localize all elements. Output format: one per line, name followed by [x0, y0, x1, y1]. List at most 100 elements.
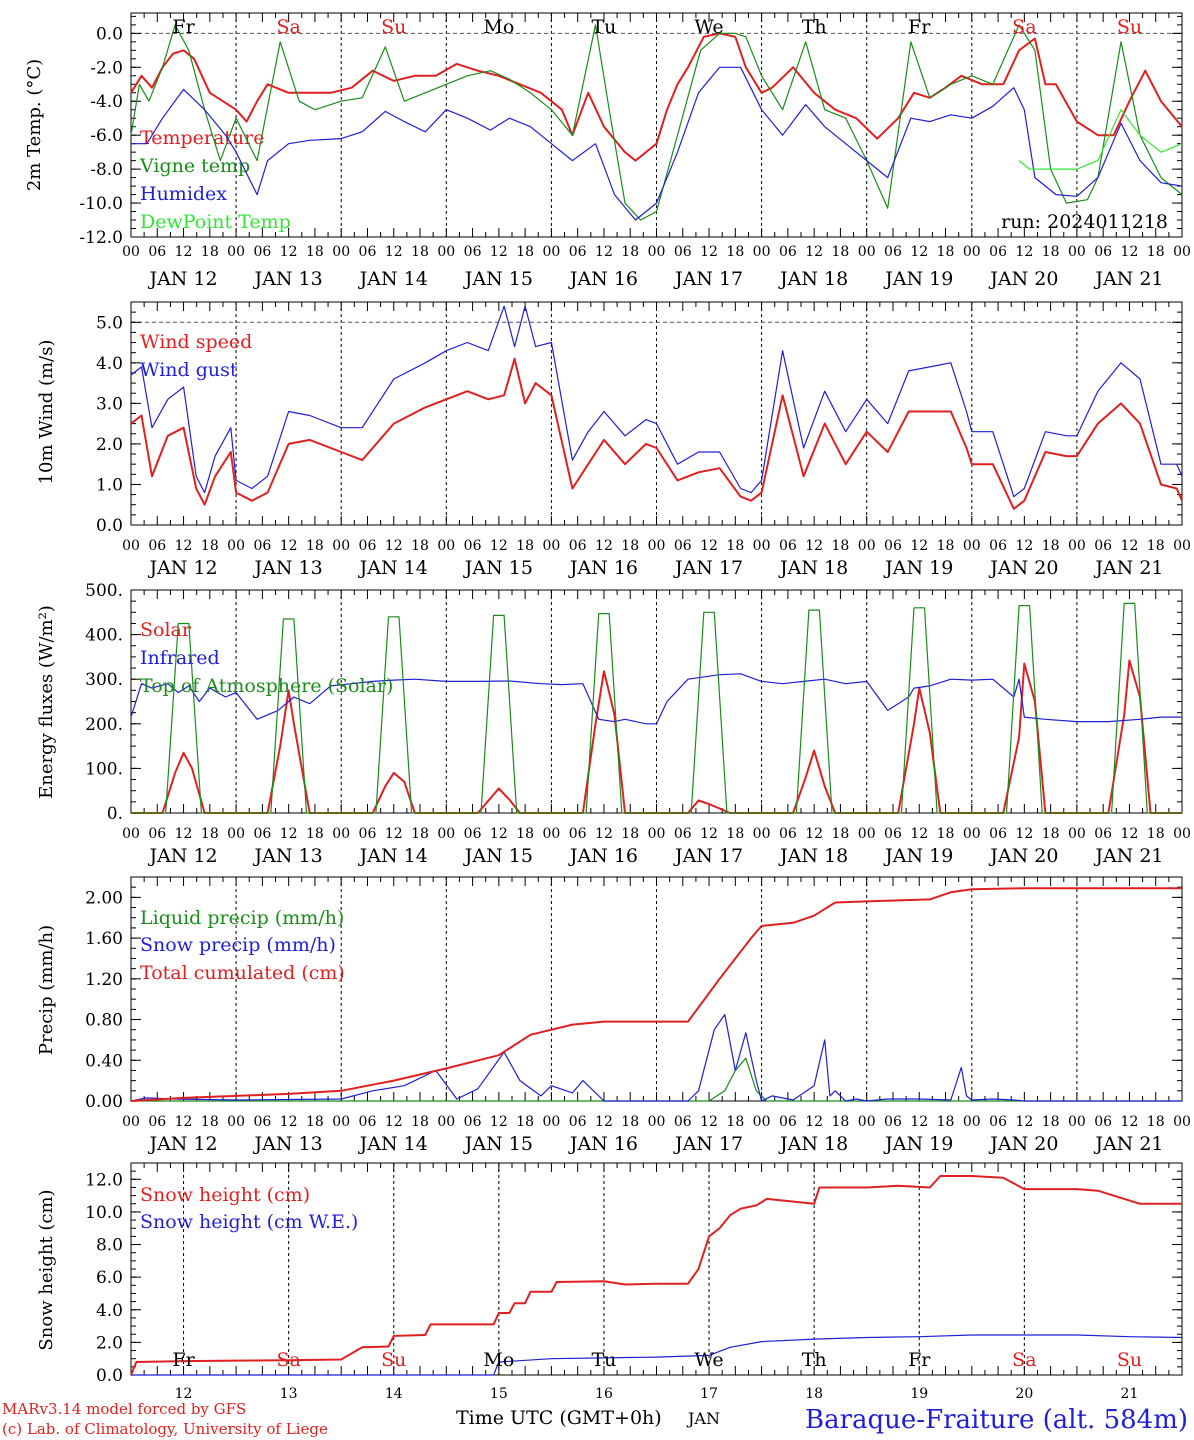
hour-label: 12: [910, 538, 928, 554]
hour-label: 06: [1094, 826, 1112, 842]
bottom-day-number: 15: [490, 1386, 508, 1402]
hour-label: 18: [621, 244, 639, 260]
panel-2: 0.0 1.0 2.0 3.0 4.0 5.0 10m Wind (m/s) 00 06 12 18…: [36, 301, 1191, 579]
day-label: JAN 20: [988, 845, 1058, 867]
day-label: JAN 17: [673, 845, 743, 867]
y-axis-label: Precip (mm/h): [36, 925, 57, 1055]
legend-entry: Solar: [140, 619, 192, 641]
series-line-wind-gust: [130, 305, 1183, 498]
hour-label: 00: [1068, 244, 1086, 260]
weekday-label: Mo: [483, 16, 514, 38]
day-label: JAN 17: [673, 557, 743, 579]
hour-label: 00: [753, 826, 771, 842]
weekday-label: Mo: [483, 1349, 514, 1371]
weekday-label: Sa: [276, 16, 300, 38]
legend-entry: Temperature: [140, 127, 264, 149]
panel-3: 0. 100. 200. 300. 400. 500. Energy fluxes (W/m…: [36, 581, 1191, 867]
hour-label: 18: [726, 244, 744, 260]
weekday-label: Fr: [908, 16, 931, 38]
hour-label: 06: [359, 244, 377, 260]
y-tick-label: 2.0: [96, 1333, 123, 1353]
weekday-label: Su: [381, 16, 406, 38]
series-line-snow-height-cm-w-e-: [131, 1334, 1183, 1376]
day-label: JAN 14: [358, 268, 428, 290]
hour-label: 00: [332, 826, 350, 842]
hour-label: 18: [1042, 538, 1060, 554]
hour-label: 18: [516, 538, 534, 554]
day-label: JAN 18: [778, 557, 848, 579]
hour-label: 18: [937, 538, 955, 554]
bottom-day-number: 19: [910, 1386, 928, 1402]
hour-label: 18: [937, 826, 955, 842]
hour-label: 12: [1015, 1114, 1033, 1130]
legend-entry: Snow height (cm): [140, 1184, 310, 1206]
day-label: JAN 20: [988, 1133, 1058, 1155]
hour-label: 06: [359, 538, 377, 554]
hour-label: 00: [753, 244, 771, 260]
hour-label: 18: [726, 1114, 744, 1130]
hour-label: 00: [437, 538, 455, 554]
day-label: JAN 17: [673, 268, 743, 290]
hour-label: 18: [201, 1114, 219, 1130]
day-label: JAN 13: [253, 557, 323, 579]
y-tick-label: 8.0: [96, 1236, 123, 1256]
bottom-day-number: 17: [700, 1386, 718, 1402]
hour-label: 00: [1068, 538, 1086, 554]
y-tick-label: 400.: [85, 626, 123, 646]
day-label: JAN 12: [147, 845, 217, 867]
hour-label: 18: [621, 538, 639, 554]
hour-label: 12: [280, 826, 298, 842]
hour-label: 18: [516, 244, 534, 260]
hour-label: 00: [332, 538, 350, 554]
hour-label: 06: [884, 1114, 902, 1130]
hour-label: 00: [542, 244, 560, 260]
hour-label: 12: [280, 538, 298, 554]
y-tick-label: 0.80: [85, 1011, 123, 1031]
legend-entry: Liquid precip (mm/h): [140, 907, 344, 929]
hour-label: 00: [858, 826, 876, 842]
y-tick-label: 5.0: [96, 313, 123, 333]
legend-entry: Vigne temp: [139, 155, 250, 177]
day-label: JAN 19: [883, 845, 953, 867]
y-tick-label: -10.0: [79, 194, 123, 214]
hour-label: 18: [832, 1114, 850, 1130]
hour-label: 18: [832, 244, 850, 260]
bottom-day-number: 18: [805, 1386, 823, 1402]
hour-label: 00: [648, 826, 666, 842]
hour-label: 00: [1068, 1114, 1086, 1130]
hour-label: 12: [595, 826, 613, 842]
hour-label: 18: [937, 244, 955, 260]
bottom-day-number: 20: [1015, 1386, 1033, 1402]
legend-entry: Snow height (cm W.E.): [140, 1211, 358, 1233]
hour-label: 18: [621, 826, 639, 842]
hour-label: 12: [385, 538, 403, 554]
y-tick-label: 2.00: [85, 888, 123, 908]
hour-label: 12: [175, 826, 193, 842]
hour-label: 06: [148, 1114, 166, 1130]
hour-label: 12: [595, 538, 613, 554]
hour-label: 12: [910, 826, 928, 842]
day-label: JAN 17: [673, 1133, 743, 1155]
hour-label: 06: [989, 538, 1007, 554]
hour-label: 00: [963, 826, 981, 842]
y-tick-label: 100.: [85, 759, 123, 779]
hour-label: 12: [490, 826, 508, 842]
hour-label: 00: [858, 244, 876, 260]
hour-label: 18: [726, 538, 744, 554]
series-line-wind-speed: [130, 357, 1183, 510]
legend-entry: Humidex: [140, 183, 227, 205]
hour-label: 00: [227, 1114, 245, 1130]
day-label: JAN 18: [778, 1133, 848, 1155]
hour-label: 00: [437, 1114, 455, 1130]
hour-label: 12: [805, 538, 823, 554]
day-label: JAN 12: [147, 268, 217, 290]
hour-label: 00: [122, 826, 140, 842]
hour-label: 12: [1015, 538, 1033, 554]
day-label: JAN 21: [1093, 1133, 1163, 1155]
day-label: JAN 14: [358, 845, 428, 867]
hour-label: 00: [753, 1114, 771, 1130]
hour-label: 00: [542, 826, 560, 842]
hour-label: 06: [569, 1114, 587, 1130]
hour-label: 00: [648, 244, 666, 260]
